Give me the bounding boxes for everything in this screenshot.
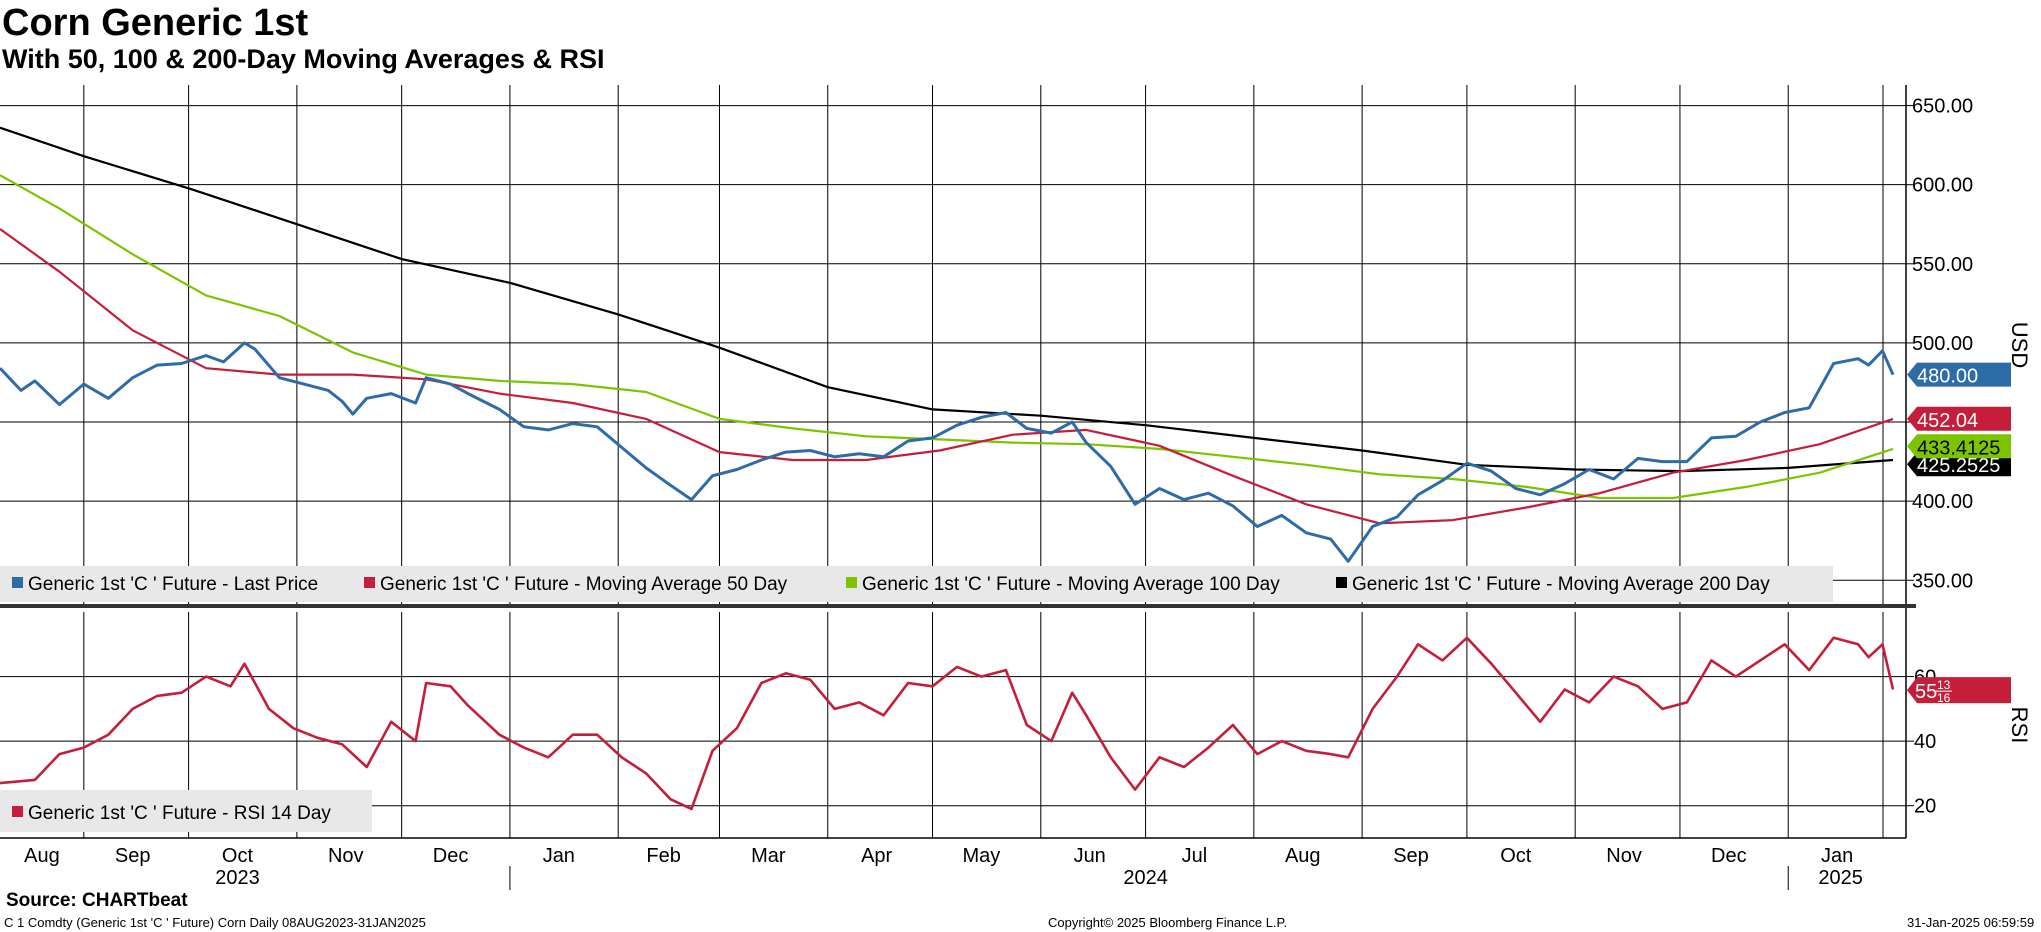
legend-entry: Generic 1st 'C ' Future - Last Price bbox=[28, 574, 318, 595]
legend-swatch bbox=[1336, 577, 1347, 588]
x-year-label: 2024 bbox=[1123, 867, 1168, 889]
tag-ma200-text: 425.2525 bbox=[1917, 455, 2000, 477]
rsi-tick-label: 40 bbox=[1914, 731, 1936, 753]
chart-axes: 650.00600.00550.00500.00400.00350.006040… bbox=[0, 85, 2032, 839]
price-tick-label: 400.00 bbox=[1912, 491, 1973, 513]
series-line-ma200 bbox=[0, 126, 1894, 473]
price-tick-label: 350.00 bbox=[1912, 570, 1973, 592]
x-tick-label: Oct bbox=[222, 845, 254, 867]
rsi-series-lines bbox=[0, 636, 1895, 811]
legend-entry: Generic 1st 'C ' Future - RSI 14 Day bbox=[28, 803, 331, 824]
series-line-ma100 bbox=[0, 174, 1894, 500]
x-tick-label: Jun bbox=[1074, 845, 1106, 867]
tag-rsi-frac-num: 13 bbox=[1937, 678, 1951, 692]
tag-ma100-text: 433.4125 bbox=[1917, 437, 2000, 459]
x-tick-label: Nov bbox=[1606, 845, 1642, 867]
price-grid bbox=[0, 85, 1906, 604]
tag-rsi-frac-den: 16 bbox=[1937, 691, 1951, 705]
x-tick-label: Jan bbox=[1821, 845, 1853, 867]
x-tick-label: Sep bbox=[115, 845, 151, 867]
x-tick-label: Feb bbox=[646, 845, 680, 867]
chart-subtitle: With 50, 100 & 200-Day Moving Averages &… bbox=[2, 44, 605, 74]
tag-rsi-text: 55 bbox=[1915, 681, 1937, 703]
x-tick-label: Aug bbox=[24, 845, 60, 867]
x-tick-label: Dec bbox=[433, 845, 469, 867]
price-tick-label: 550.00 bbox=[1912, 254, 1973, 276]
x-axis-labels: Aug Sep Oct Nov Dec Jan Feb Mar Apr May Jun Jul Aug S… bbox=[24, 845, 1863, 890]
price-tick-label: 650.00 bbox=[1912, 96, 1973, 118]
tag-ma100: 433.4125 bbox=[1907, 434, 2011, 459]
series-line-ma50 bbox=[0, 228, 1894, 525]
x-tick-label: Apr bbox=[861, 845, 892, 867]
x-tick-label: May bbox=[963, 845, 1001, 867]
legend-swatch bbox=[12, 806, 23, 817]
tag-rsi-bg bbox=[1907, 677, 2011, 704]
footer-timestamp: 31-Jan-2025 06:59:59 bbox=[1907, 915, 2035, 930]
rsi-tick-label: 20 bbox=[1914, 796, 1936, 818]
source-label: Source: CHARTbeat bbox=[6, 890, 188, 911]
tag-last-price-bg bbox=[1907, 362, 2011, 387]
legend-entry: Generic 1st 'C ' Future - Moving Average… bbox=[862, 574, 1280, 595]
legend-swatch bbox=[12, 577, 23, 588]
chart-title: Corn Generic 1st bbox=[2, 2, 309, 44]
rsi-grid bbox=[0, 612, 1906, 838]
footer-ticker: C 1 Comdty (Generic 1st 'C ' Future) Cor… bbox=[4, 915, 426, 930]
legend-entry: Generic 1st 'C ' Future - Moving Average… bbox=[1352, 574, 1770, 595]
tag-ma50-bg bbox=[1907, 406, 2011, 431]
tag-last-price: 480.00 bbox=[1907, 362, 2011, 388]
legend-entry: Generic 1st 'C ' Future - Moving Average… bbox=[380, 574, 788, 595]
x-year-label: 2023 bbox=[215, 867, 260, 889]
rsi-axis-title: RSI bbox=[2007, 707, 2032, 744]
rsi-legend-box bbox=[0, 790, 372, 832]
legend-swatch bbox=[846, 577, 857, 588]
tag-last-price-text: 480.00 bbox=[1917, 366, 1978, 388]
footer-copyright: Copyright© 2025 Bloomberg Finance L.P. bbox=[1048, 915, 1288, 930]
tag-ma50-text: 452.04 bbox=[1917, 410, 1978, 432]
price-legend-box bbox=[0, 566, 1833, 602]
tag-ma100-bg bbox=[1907, 434, 2011, 459]
x-tick-label: Sep bbox=[1393, 845, 1429, 867]
x-year-label: 2025 bbox=[1818, 867, 1863, 889]
price-tick-label: 600.00 bbox=[1912, 175, 1973, 197]
series-line-last-price bbox=[0, 341, 1895, 563]
x-tick-label: Jan bbox=[543, 845, 575, 867]
x-tick-label: Aug bbox=[1285, 845, 1321, 867]
x-tick-label: Dec bbox=[1711, 845, 1747, 867]
price-series-lines bbox=[0, 126, 1895, 563]
legend-swatch bbox=[364, 577, 375, 588]
price-tick-label: 500.00 bbox=[1912, 333, 1973, 355]
x-tick-label: Nov bbox=[328, 845, 364, 867]
price-axis-title: USD bbox=[2007, 322, 2032, 368]
x-tick-label: Mar bbox=[751, 845, 786, 867]
series-line-rsi14 bbox=[0, 636, 1895, 811]
x-tick-label: Oct bbox=[1500, 845, 1532, 867]
chart-legends: Generic 1st 'C ' Future - Last Price Gene… bbox=[0, 566, 1833, 832]
tag-ma50: 452.04 bbox=[1907, 406, 2011, 432]
x-tick-label: Jul bbox=[1182, 845, 1208, 867]
